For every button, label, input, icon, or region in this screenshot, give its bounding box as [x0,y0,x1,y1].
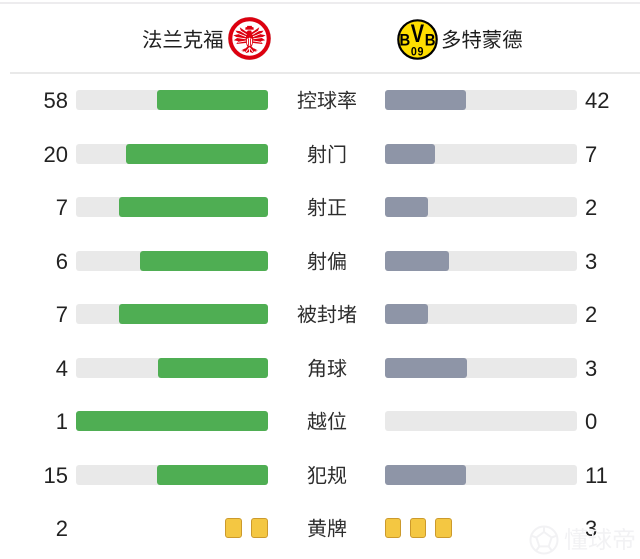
svg-text:B: B [399,32,410,50]
svg-text:V: V [410,20,423,48]
svg-text:09: 09 [410,46,423,58]
svg-text:B: B [424,32,435,50]
